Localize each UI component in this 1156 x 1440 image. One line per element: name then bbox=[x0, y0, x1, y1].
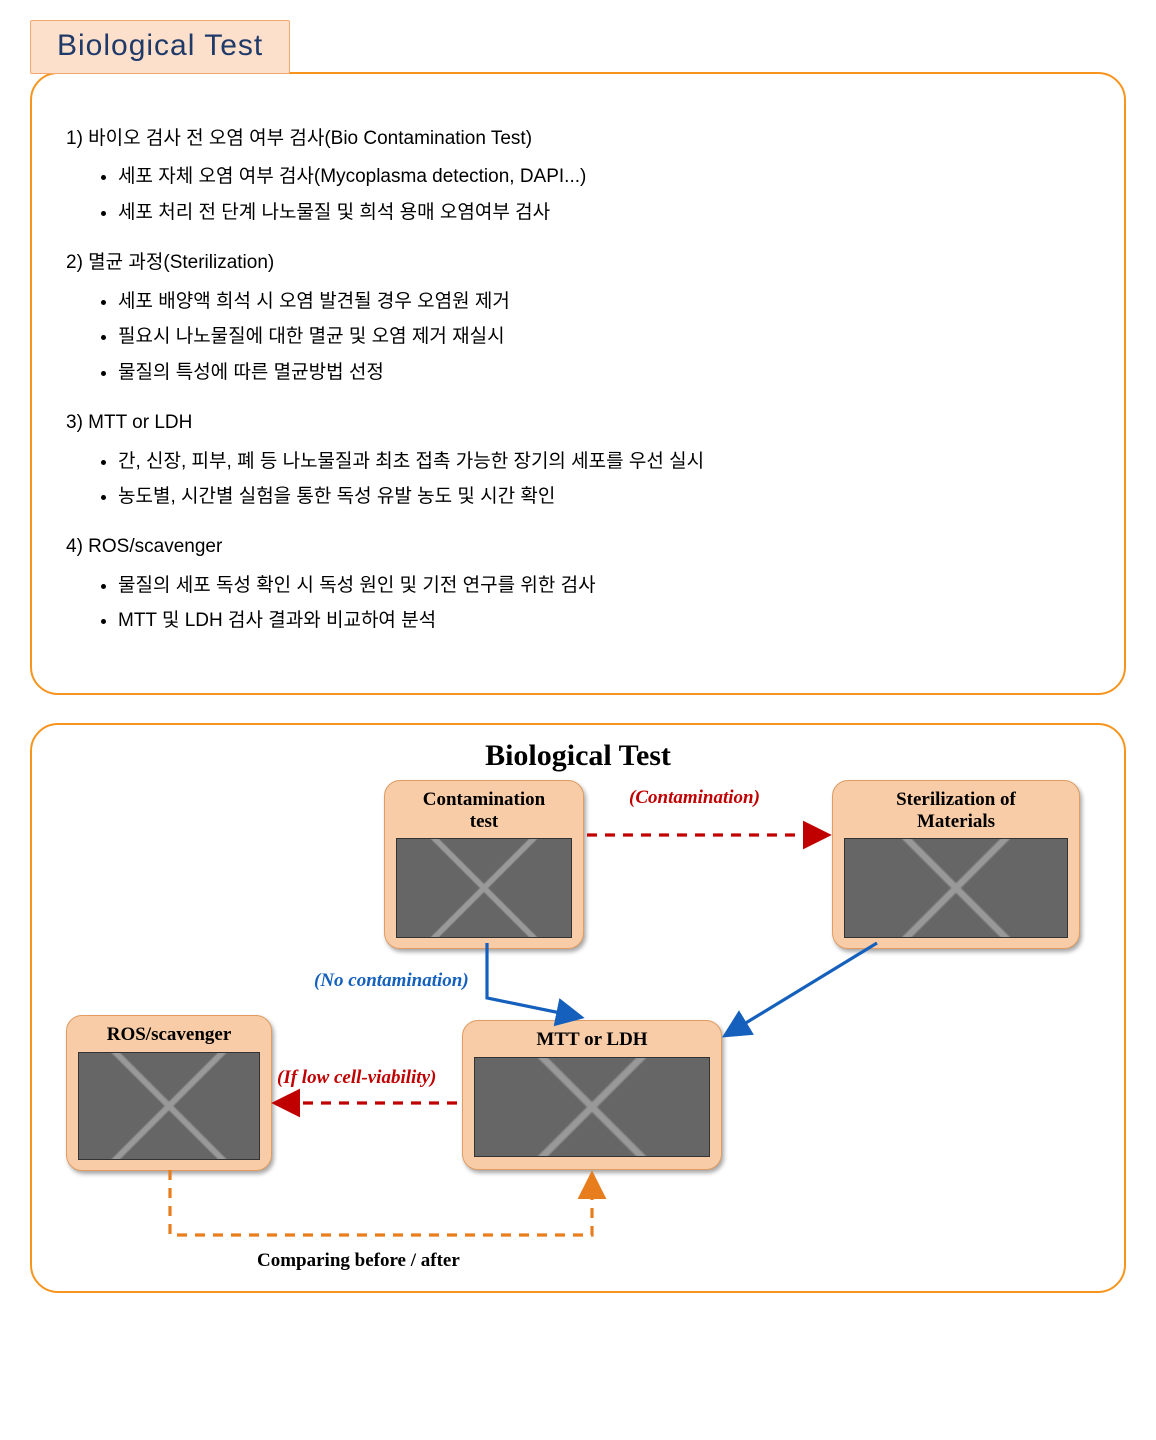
section-heading: 2) 멸균 과정(Sterilization) bbox=[66, 248, 1090, 277]
node-label: MTT or LDH bbox=[471, 1029, 713, 1051]
diagram-panel: Biological Test Contaminationtest Steril… bbox=[30, 723, 1126, 1293]
edge-label: (If low cell-viability) bbox=[277, 1067, 436, 1089]
bullet: 세포 배양액 희석 시 오염 발견될 경우 오염원 제거 bbox=[118, 284, 1090, 319]
section-heading: 3) MTT or LDH bbox=[66, 408, 1090, 437]
sections-list: 1) 바이오 검사 전 오염 여부 검사(Bio Contamination T… bbox=[66, 124, 1090, 639]
edge-label: Comparing before / after bbox=[257, 1250, 460, 1272]
bullet: 물질의 세포 독성 확인 시 독성 원인 및 기전 연구를 위한 검사 bbox=[118, 568, 1090, 603]
edge-label: (No contamination) bbox=[314, 970, 469, 992]
node-image-placeholder bbox=[474, 1057, 710, 1157]
node-label: Sterilization ofMaterials bbox=[841, 789, 1071, 833]
node-sterilization: Sterilization ofMaterials bbox=[832, 780, 1080, 950]
bullet: 농도별, 시간별 실험을 통한 독성 유발 농도 및 시간 확인 bbox=[118, 479, 1090, 514]
node-mtt-ldh: MTT or LDH bbox=[462, 1020, 722, 1170]
node-ros-scavenger: ROS/scavenger bbox=[66, 1015, 272, 1171]
bullet: MTT 및 LDH 검사 결과와 비교하여 분석 bbox=[118, 603, 1090, 638]
edge-label: (Contamination) bbox=[629, 787, 760, 809]
diagram-title: Biological Test bbox=[32, 739, 1124, 773]
node-contamination-test: Contaminationtest bbox=[384, 780, 584, 950]
edge-arrow bbox=[487, 943, 580, 1017]
page-title: Biological Test bbox=[57, 29, 263, 62]
node-image-placeholder bbox=[396, 838, 572, 938]
section-bullets: 세포 배양액 희석 시 오염 발견될 경우 오염원 제거필요시 나노물질에 대한… bbox=[118, 284, 1090, 390]
text-panel: 1) 바이오 검사 전 오염 여부 검사(Bio Contamination T… bbox=[30, 72, 1126, 695]
bullet: 필요시 나노물질에 대한 멸균 및 오염 제거 재실시 bbox=[118, 319, 1090, 354]
node-label: Contaminationtest bbox=[393, 789, 575, 833]
section-heading: 4) ROS/scavenger bbox=[66, 532, 1090, 561]
node-label: ROS/scavenger bbox=[75, 1024, 263, 1046]
bullet: 간, 신장, 피부, 폐 등 나노물질과 최초 접촉 가능한 장기의 세포를 우… bbox=[118, 444, 1090, 479]
section-heading: 1) 바이오 검사 전 오염 여부 검사(Bio Contamination T… bbox=[66, 124, 1090, 153]
node-image-placeholder bbox=[844, 838, 1068, 938]
bullet: 물질의 특성에 따른 멸균방법 선정 bbox=[118, 355, 1090, 390]
page-title-tab: Biological Test bbox=[30, 20, 290, 74]
bullet: 세포 자체 오염 여부 검사(Mycoplasma detection, DAP… bbox=[118, 159, 1090, 194]
edge-arrow bbox=[726, 943, 877, 1035]
section-bullets: 간, 신장, 피부, 폐 등 나노물질과 최초 접촉 가능한 장기의 세포를 우… bbox=[118, 444, 1090, 515]
edge-arrow bbox=[170, 1170, 592, 1235]
bullet: 세포 처리 전 단계 나노물질 및 희석 용매 오염여부 검사 bbox=[118, 195, 1090, 230]
node-image-placeholder bbox=[78, 1052, 260, 1160]
section-bullets: 세포 자체 오염 여부 검사(Mycoplasma detection, DAP… bbox=[118, 159, 1090, 230]
section-bullets: 물질의 세포 독성 확인 시 독성 원인 및 기전 연구를 위한 검사MTT 및… bbox=[118, 568, 1090, 639]
